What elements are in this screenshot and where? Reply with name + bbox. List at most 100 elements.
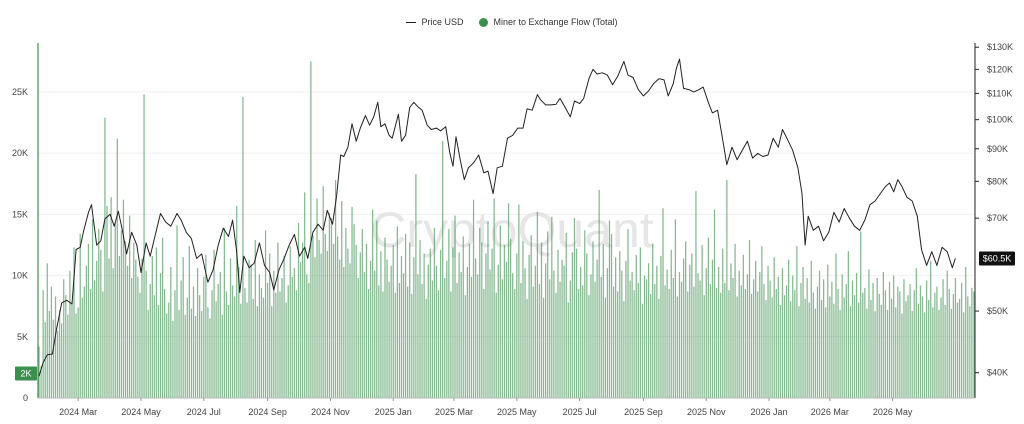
flow-bar <box>561 259 563 398</box>
flow-bar <box>843 297 845 398</box>
flow-bar <box>242 96 244 399</box>
flow-bar <box>450 291 452 398</box>
flow-bar <box>588 295 590 398</box>
flow-bar <box>921 296 924 398</box>
flow-bar <box>666 269 668 398</box>
flow-bar <box>155 247 158 398</box>
flow-bar <box>444 278 446 398</box>
flow-bar <box>61 323 63 398</box>
flow-bar <box>637 282 639 398</box>
flow-bar <box>324 233 326 398</box>
flow-bar <box>151 256 153 398</box>
flow-bar <box>785 285 788 398</box>
flow-bar <box>229 258 232 398</box>
flow-bar <box>748 240 751 398</box>
flow-bar <box>423 253 425 398</box>
flow-bar <box>194 315 197 398</box>
flow-bar <box>580 267 582 398</box>
flow-bar <box>215 301 217 398</box>
flow-bar <box>285 302 287 398</box>
flow-bar <box>69 270 71 398</box>
right-tick-label: $100K <box>987 115 1013 125</box>
flow-bar <box>687 291 689 398</box>
flow-bar <box>100 249 102 398</box>
flow-bar <box>131 278 133 398</box>
flow-bar <box>493 198 495 398</box>
flow-bar <box>858 302 860 398</box>
flow-bar <box>81 297 83 398</box>
flow-bar <box>54 296 57 398</box>
flow-bar <box>512 273 514 398</box>
flow-bar <box>600 276 602 398</box>
flow-bar <box>372 209 374 398</box>
flow-bar <box>172 320 174 398</box>
flow-bar <box>668 289 670 398</box>
flow-bar <box>114 222 116 398</box>
flow-bar <box>827 264 829 398</box>
flow-bar <box>565 232 567 398</box>
flow-bar <box>269 253 271 398</box>
flow-bar <box>676 296 679 398</box>
flow-bar <box>63 279 65 398</box>
flow-bar <box>701 244 703 398</box>
flow-bar <box>544 263 547 398</box>
flow-bar <box>264 230 267 398</box>
flow-bar <box>720 292 722 398</box>
flow-bar <box>610 233 613 398</box>
flow-bar <box>40 366 42 398</box>
left-tick-label: 25K <box>12 87 28 97</box>
watermark-layer: CryptoQuant <box>370 202 654 258</box>
flow-bar <box>538 284 541 398</box>
flow-bar <box>777 276 779 398</box>
flow-bar <box>104 117 106 399</box>
flow-bar <box>310 61 312 399</box>
flow-bar <box>38 346 40 398</box>
flow-bar <box>925 280 928 398</box>
flow-bar <box>643 275 646 398</box>
right-tick-label: $110K <box>987 88 1012 98</box>
flow-bar <box>825 307 827 398</box>
flow-bar <box>159 273 162 398</box>
flow-bar <box>584 230 586 398</box>
legend-item-miner-flow[interactable]: Miner to Exchange Flow (Total) <box>479 17 618 27</box>
flow-bar <box>244 287 246 398</box>
flow-bar <box>367 289 370 398</box>
flow-bar <box>42 290 44 398</box>
flow-bar <box>940 297 942 398</box>
flow-bar <box>724 282 726 398</box>
x-tick-label: 2026 May <box>873 407 913 417</box>
flow-bar <box>752 279 755 398</box>
x-tick-label: 2024 Jul <box>187 407 221 417</box>
flow-bar <box>211 290 213 398</box>
flow-bar <box>184 314 186 398</box>
flow-bar <box>407 286 409 398</box>
flow-bar <box>886 309 889 398</box>
flow-bar <box>897 286 899 398</box>
flow-bar <box>295 290 298 398</box>
flow-bar <box>495 292 497 398</box>
flow-bar <box>594 281 596 398</box>
flow-bar <box>351 207 353 398</box>
left-tick-label: 20K <box>12 148 28 158</box>
flow-bar <box>139 292 141 398</box>
legend-item-price[interactable]: Price USD <box>406 17 463 27</box>
flow-bar <box>905 301 907 398</box>
flow-bar <box>234 296 236 398</box>
flow-bar <box>516 253 518 398</box>
flow-bar <box>633 290 635 398</box>
flow-bar <box>907 295 909 398</box>
left-tick-label: 15K <box>12 209 28 219</box>
flow-bar <box>266 282 269 398</box>
flow-bar <box>619 251 621 398</box>
left-axis-ticks: 0 5K 10K 15K 20K 25K <box>12 87 28 403</box>
flow-bar <box>256 306 258 398</box>
flow-bar <box>540 242 543 398</box>
flow-bar <box>411 293 413 398</box>
flow-bar <box>823 279 825 398</box>
flow-bar <box>499 225 501 398</box>
flow-bar <box>790 301 792 398</box>
flow-bar <box>44 322 46 398</box>
flow-bar <box>431 280 434 398</box>
flow-bar <box>685 241 687 398</box>
